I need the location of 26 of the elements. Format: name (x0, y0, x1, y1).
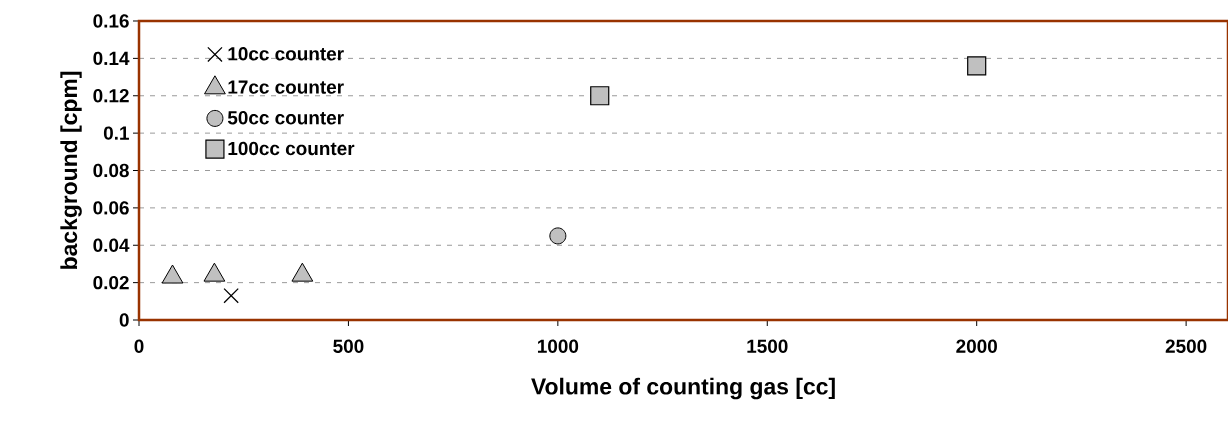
x-tick-label: 500 (333, 339, 364, 353)
legend-label: 100cc counter (228, 141, 355, 156)
y-tick-label: 0.16 (93, 14, 129, 28)
x-tick-label: 1000 (537, 339, 579, 353)
point (590, 86, 610, 106)
legend-label: 17cc counter (228, 80, 344, 94)
legend-label: 50cc counter (227, 111, 344, 125)
x-tick-label: 1500 (747, 339, 788, 353)
point (291, 262, 314, 282)
y-tick-label: 0 (119, 313, 129, 327)
x-tick-label: 0 (134, 339, 144, 353)
y-tick-label: 0.1 (103, 126, 129, 140)
x-tick-label: 2500 (1165, 339, 1207, 353)
legend-label: 10cc counter (228, 47, 344, 61)
y-tick-label: 0.12 (93, 89, 129, 103)
y-tick-label: 0.08 (93, 163, 129, 178)
y-tick-label: 0.04 (93, 238, 130, 252)
point (203, 262, 226, 282)
y-tick-label: 0.06 (93, 201, 129, 215)
y-axis-title: background [cpm] (60, 71, 82, 269)
y-tick-label: 0.14 (93, 51, 130, 66)
x-axis-title: Volume of counting gas [cc] (531, 377, 835, 400)
y-tick-label: 0.02 (93, 275, 129, 290)
x-tick-label: 2000 (956, 339, 997, 353)
point (967, 56, 987, 76)
point (161, 264, 184, 284)
